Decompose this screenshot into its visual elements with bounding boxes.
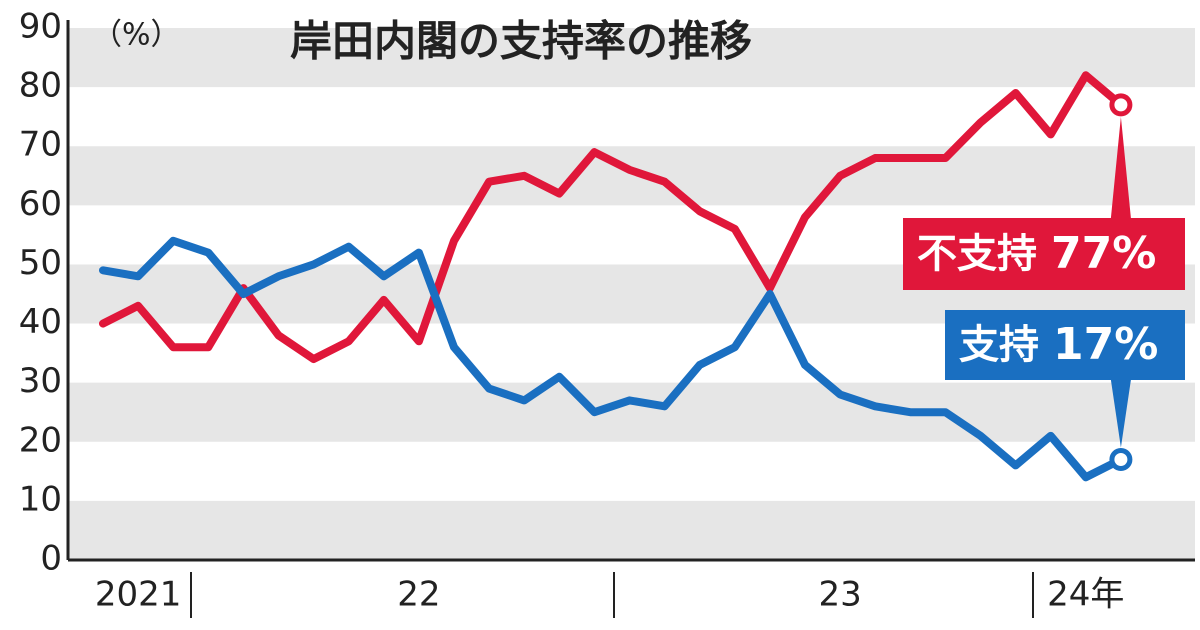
y-tick-label: 30 <box>19 361 62 401</box>
grid-band <box>68 146 1195 206</box>
grid-band <box>68 500 1195 560</box>
callout-box <box>903 218 1185 290</box>
y-tick-label: 80 <box>19 66 62 106</box>
end-marker <box>1109 448 1133 472</box>
y-tick-label: 50 <box>19 243 62 283</box>
grid-band <box>68 382 1195 442</box>
y-tick-label: 70 <box>19 125 62 165</box>
y-tick-label: 60 <box>19 184 62 224</box>
y-tick-label: 0 <box>40 539 62 579</box>
x-tick-label: 24年 <box>1047 575 1124 615</box>
series-line <box>99 71 1125 364</box>
legend-label: 支持 <box>959 322 1039 368</box>
callout-pointer <box>1110 380 1131 448</box>
data-label: 17% <box>1053 319 1158 370</box>
y-tick-label: 40 <box>19 302 62 342</box>
x-tick-label: 23 <box>818 575 861 615</box>
y-tick-label: 20 <box>19 420 62 460</box>
x-tick-label: 22 <box>397 575 440 615</box>
callout-pointer <box>1110 116 1131 218</box>
end-marker <box>1109 93 1133 117</box>
y-tick-label: 10 <box>19 479 62 519</box>
data-label: 77% <box>1051 228 1156 279</box>
x-tick-label: 2021 <box>95 575 182 615</box>
series-line <box>99 236 1125 482</box>
legend-label: 不支持 <box>917 231 1037 277</box>
y-tick-label: 90 <box>19 7 62 47</box>
grid-band <box>68 28 1195 88</box>
y-unit: （%） <box>92 18 181 53</box>
callout-box <box>945 310 1185 380</box>
chart-title: 岸田内閣の支持率の推移 <box>290 17 752 66</box>
